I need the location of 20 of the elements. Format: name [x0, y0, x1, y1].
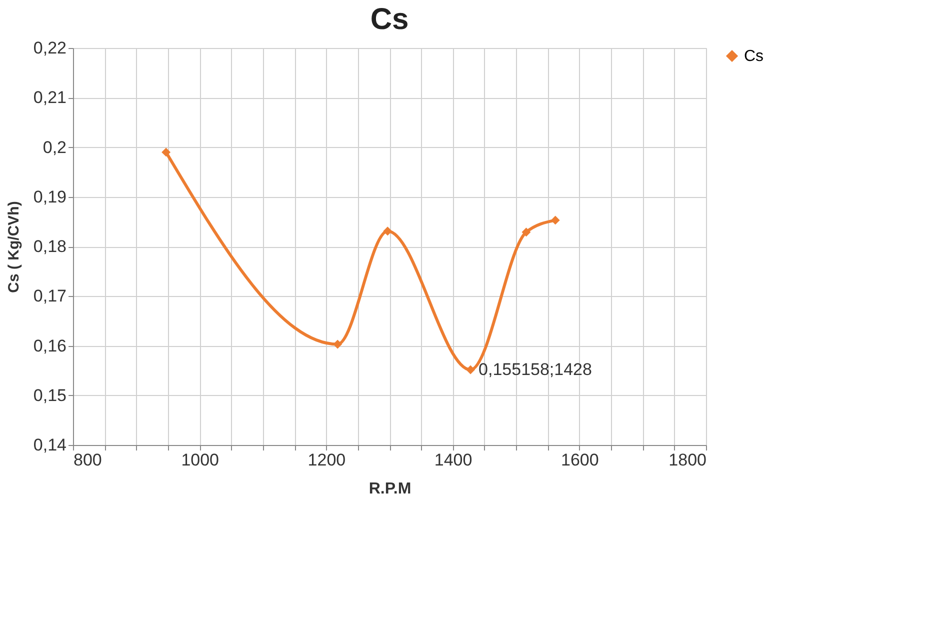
y-tick-label: 0,18	[33, 237, 66, 256]
x-axis-title: R.P.M	[368, 480, 412, 498]
y-tick-label: 0,16	[33, 336, 66, 356]
x-tick-label: 1800	[668, 450, 706, 470]
annotation: 0,155158;1428	[478, 360, 592, 379]
y-tick-label: 0,15	[33, 386, 66, 405]
y-tick-label: 0,19	[33, 187, 66, 206]
chart-title: Cs	[370, 3, 409, 36]
y-tick-label: 0,14	[33, 436, 66, 454]
x-tick-label: 800	[74, 450, 102, 470]
x-tick-label: 1400	[434, 450, 472, 470]
y-tick-label: 0,22	[33, 38, 66, 58]
y-tick-label: 0,21	[33, 88, 66, 108]
y-tick-label: 0,17	[33, 286, 66, 306]
x-tick-label: 1200	[308, 450, 346, 470]
y-axis-title: Cs ( Kg/CVh)	[5, 201, 22, 293]
x-tick-label: 1600	[560, 450, 599, 470]
y-tick-label: 0,2	[42, 138, 66, 157]
x-tick-label: 1000	[181, 450, 220, 470]
legend-label: Cs	[744, 48, 764, 65]
